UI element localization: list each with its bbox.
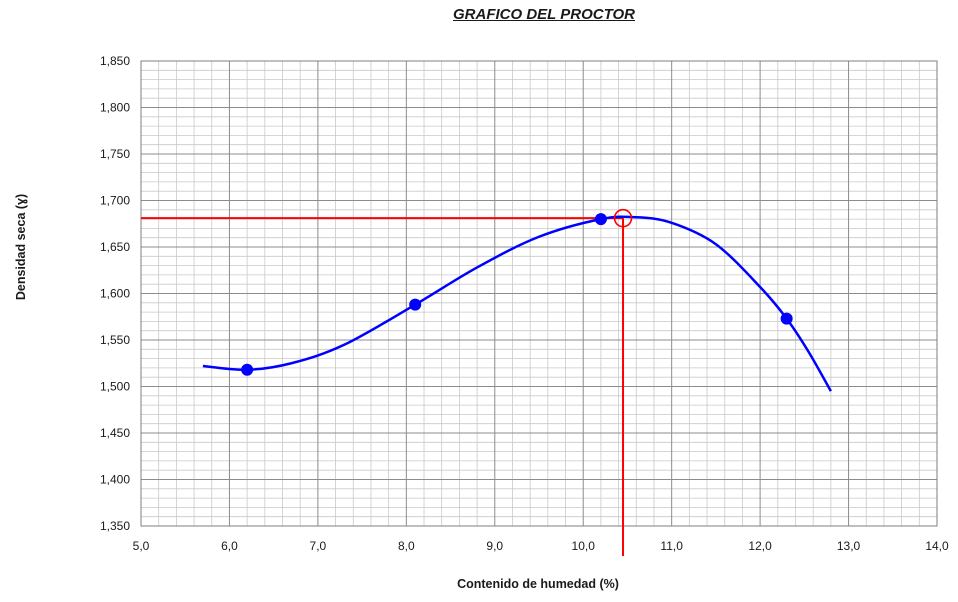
x-tick-label: 10,0 <box>572 539 596 553</box>
y-tick-label: 1,800 <box>100 101 130 115</box>
x-tick-label: 11,0 <box>660 539 683 553</box>
chart-title: GRAFICO DEL PROCTOR <box>453 6 635 23</box>
data-point <box>594 213 607 226</box>
plot-area-border <box>140 60 938 527</box>
y-tick-label: 1,500 <box>100 380 130 394</box>
y-tick-label: 1,400 <box>100 473 130 487</box>
x-tick-label: 5,0 <box>133 539 150 553</box>
y-tick-label: 1,450 <box>100 426 130 440</box>
y-tick-label: 1,600 <box>100 287 130 301</box>
y-tick-label: 1,350 <box>100 519 130 533</box>
y-tick-label: 1,550 <box>100 333 130 347</box>
optimum-marker <box>613 208 633 228</box>
y-tick-label: 1,700 <box>100 194 130 208</box>
data-point <box>241 363 254 376</box>
y-tick-label: 1,650 <box>100 240 130 254</box>
x-tick-label: 12,0 <box>748 539 772 553</box>
y-tick-label: 1,750 <box>100 147 130 161</box>
x-tick-label: 8,0 <box>398 539 415 553</box>
x-tick-label: 7,0 <box>310 539 327 553</box>
compaction-curve <box>202 215 832 392</box>
y-tick-label: 1,850 <box>100 54 130 68</box>
x-tick-label: 13,0 <box>837 539 861 553</box>
data-point <box>780 312 793 325</box>
x-tick-label: 14,0 <box>925 539 949 553</box>
x-tick-label: 6,0 <box>221 539 238 553</box>
x-axis-label: Contenido de humedad (%) <box>457 577 619 591</box>
x-tick-label: 9,0 <box>486 539 503 553</box>
data-point <box>409 298 422 311</box>
